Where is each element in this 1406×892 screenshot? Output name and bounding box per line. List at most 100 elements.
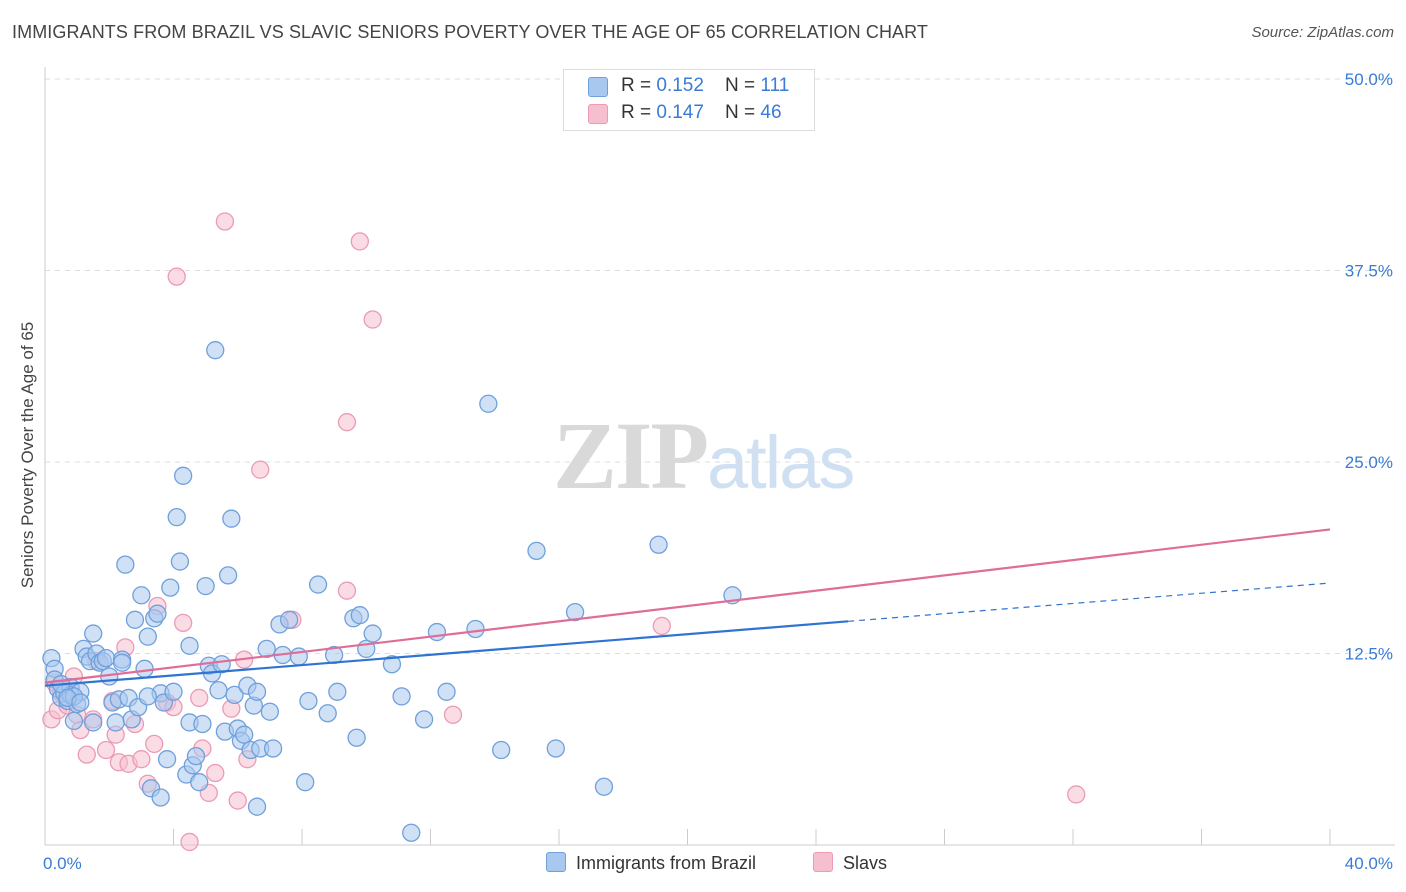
slavs-point <box>251 460 270 479</box>
brazil-point <box>167 508 186 527</box>
brazil-point <box>64 711 84 731</box>
watermark: ZIPatlas <box>553 400 855 511</box>
brazil-point <box>565 602 585 622</box>
source-credit: Source: ZipAtlas.com <box>1251 24 1394 41</box>
y-tick-label: 37.5% <box>1345 262 1393 281</box>
brazil-point <box>196 576 215 596</box>
legend-slavs-label: Slavs <box>843 853 888 873</box>
slavs-trend-line <box>44 528 1331 684</box>
brazil-point <box>135 659 154 678</box>
slavs-point <box>337 581 357 600</box>
tick-labels: 12.5% 25.0% 37.5% 50.0% 0.0% 40.0% <box>43 70 1393 873</box>
grid-layer <box>45 78 1395 654</box>
brazil-point <box>222 509 241 528</box>
legend-n-label: N = <box>725 102 761 123</box>
slavs-point <box>652 616 671 636</box>
slavs-point <box>77 745 96 764</box>
slavs-point <box>167 267 186 286</box>
brazil-point <box>263 739 283 758</box>
y-tick-label: 12.5% <box>1345 645 1393 664</box>
chart-title: IMMIGRANTS FROM BRAZIL VS SLAVIC SENIORS… <box>12 22 929 42</box>
brazil-point <box>209 681 228 700</box>
brazil-point <box>132 586 151 605</box>
brazil-trend-line <box>44 620 849 687</box>
brazil-point <box>186 746 206 766</box>
brazil-legend-swatch <box>546 852 566 872</box>
brazil-point <box>466 619 485 639</box>
brazil-point <box>84 713 103 732</box>
brazil-point <box>279 610 299 629</box>
brazil-point <box>649 535 668 554</box>
brazil-point <box>347 728 366 747</box>
watermark-atlas: atlas <box>707 421 855 504</box>
brazil-point <box>296 773 315 792</box>
y-axis-label: Seniors Poverty Over the Age of 65 <box>18 321 37 589</box>
slavs-point <box>206 763 225 783</box>
slavs-point <box>173 613 193 633</box>
brazil-point <box>479 394 498 413</box>
slavs-legend-swatch <box>813 852 833 872</box>
legend-r-value: 0.147 <box>656 102 704 123</box>
brazil-point <box>157 750 177 769</box>
y-tick-label: 25.0% <box>1345 453 1393 472</box>
slavs-point <box>132 750 151 769</box>
slavs-point <box>96 740 116 760</box>
brazil-point <box>308 575 328 594</box>
y-tick-label: 50.0% <box>1345 70 1393 89</box>
brazil-point <box>527 541 546 561</box>
brazil-point <box>148 604 167 623</box>
brazil-point <box>206 341 225 360</box>
x-tick-label: 40.0% <box>1345 854 1393 873</box>
legend-brazil-label: Immigrants from Brazil <box>576 853 757 873</box>
slavs-point <box>145 734 164 754</box>
slavs-swatch <box>588 104 608 124</box>
brazil-point <box>84 624 103 643</box>
brazil-point <box>106 713 125 732</box>
legend-r-label: R = <box>621 75 657 96</box>
brazil-point <box>125 610 145 629</box>
brazil-point <box>138 627 157 646</box>
legend-n-label: N = <box>725 75 761 96</box>
slavs-point <box>443 705 463 724</box>
brazil-point <box>414 710 434 729</box>
watermark-zip: ZIP <box>553 402 709 509</box>
slavs-point <box>215 212 235 231</box>
brazil-trend-extension <box>848 582 1331 622</box>
brazil-point <box>138 687 157 706</box>
brazil-point <box>170 552 190 571</box>
brazil-point <box>318 704 337 723</box>
brazil-point <box>260 702 280 721</box>
legend-item-brazil: Immigrants from Brazil <box>546 852 756 874</box>
brazil-point <box>328 682 347 701</box>
brazil-point <box>382 655 402 674</box>
slavs-point <box>228 791 247 810</box>
brazil-point <box>151 788 170 807</box>
brazil-point <box>392 687 411 706</box>
correlation-legend: R = 0.152 N = 111 R = 0.147 N = 46 <box>563 69 815 131</box>
brazil-point <box>161 578 180 597</box>
brazil-point <box>235 725 254 744</box>
brazil-point <box>96 648 116 668</box>
x-tick-label: 0.0% <box>43 854 82 873</box>
brazil-point <box>363 624 382 643</box>
legend-item-slavs: Slavs <box>813 852 887 874</box>
brazil-points <box>42 341 742 842</box>
legend-r-value: 0.152 <box>656 75 704 96</box>
brazil-point <box>594 777 614 796</box>
legend-n-value: 46 <box>760 102 782 123</box>
brazil-point <box>190 773 209 792</box>
brazil-point <box>247 797 267 816</box>
slavs-point <box>350 232 369 251</box>
slavs-point <box>363 310 382 329</box>
brazil-point <box>180 636 199 655</box>
brazil-point <box>116 555 135 574</box>
brazil-point <box>546 739 565 758</box>
brazil-point <box>218 566 238 585</box>
legend-r-label: R = <box>621 102 657 123</box>
brazil-point <box>225 685 244 705</box>
trend-lines <box>44 528 1331 687</box>
brazil-point <box>257 639 276 659</box>
slavs-point <box>190 688 209 708</box>
brazil-point <box>437 682 456 701</box>
